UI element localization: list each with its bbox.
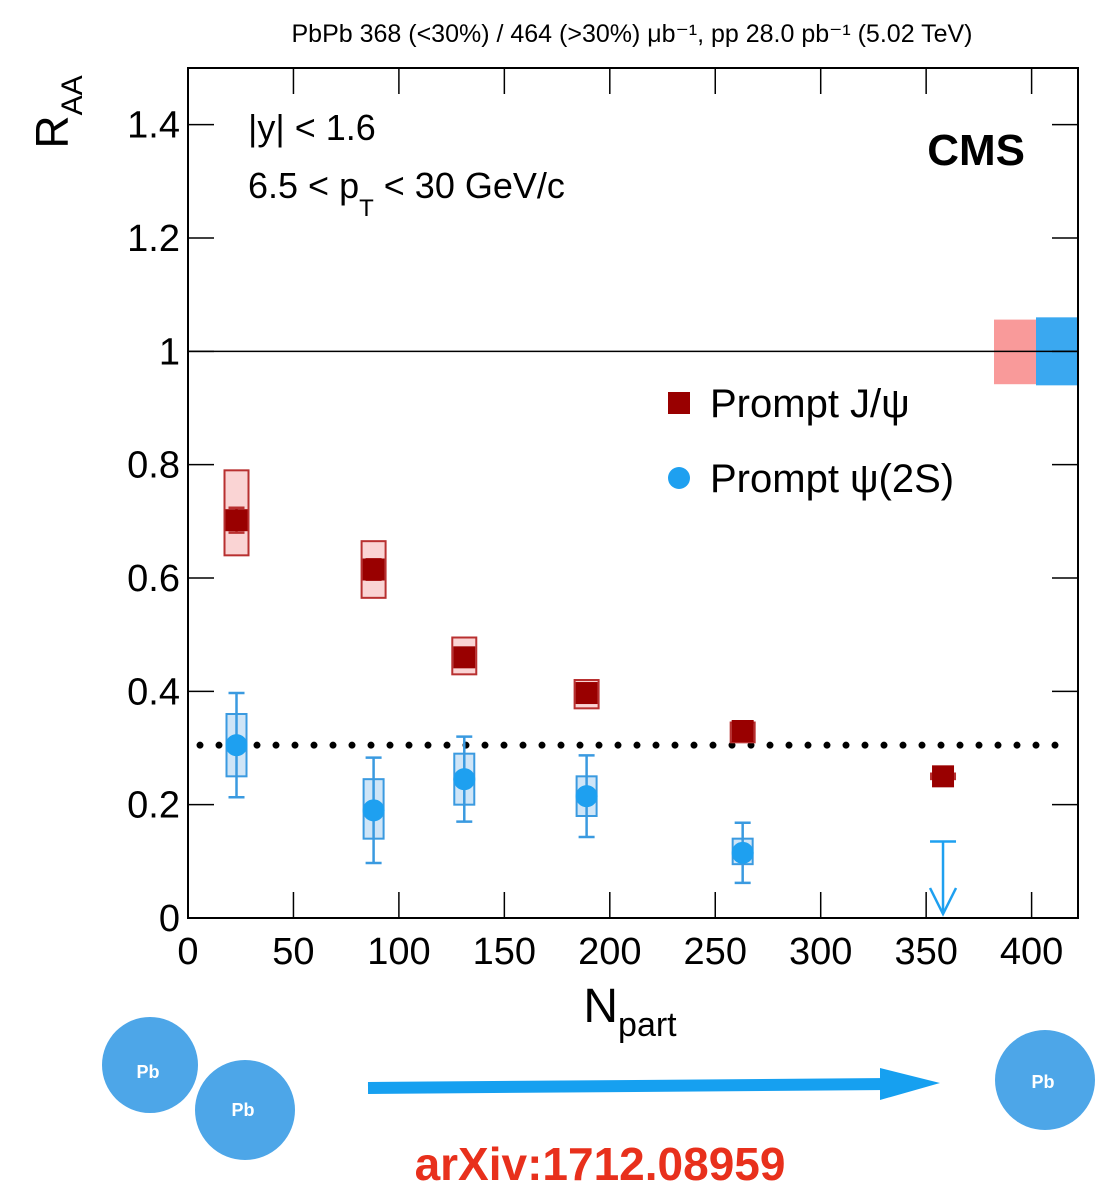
chart-title: PbPb 368 (<30%) / 464 (>30%) μb⁻¹, pp 28… — [291, 20, 972, 48]
pt-tail: < 30 GeV/c — [384, 165, 565, 206]
point — [225, 734, 248, 757]
point — [731, 841, 754, 864]
arrow-head — [880, 1068, 940, 1100]
nucleus — [995, 1030, 1095, 1130]
y-tick-label: 0 — [159, 898, 180, 940]
plot-frame — [187, 67, 1079, 919]
x-tick-label: 0 — [177, 931, 198, 973]
nucleus-label: Pb — [136, 1062, 159, 1082]
x-tick-label: 350 — [894, 931, 957, 973]
reference: arXiv:1712.08959 — [415, 1138, 786, 1190]
y-axis-label: RAA — [26, 75, 89, 148]
legend-label: Prompt J/ψ — [710, 382, 910, 426]
legend-marker — [668, 467, 690, 489]
point — [731, 720, 754, 742]
x-tick-label: 200 — [578, 931, 641, 973]
point — [932, 765, 955, 788]
pt-sub: T — [359, 195, 374, 222]
y-tick-label: 0.2 — [127, 785, 180, 827]
x-tick-label: 50 — [272, 931, 314, 973]
y-label-main: R — [26, 115, 78, 148]
y-label-sub: AA — [56, 75, 89, 115]
point — [575, 682, 598, 705]
point — [453, 646, 476, 669]
nucleus-label: Pb — [1031, 1072, 1054, 1092]
upper-limit-arrow — [928, 887, 958, 917]
y-tick-label: 1 — [159, 331, 180, 373]
x-tick-label: 150 — [473, 931, 536, 973]
legend-label: Prompt ψ(2S) — [710, 457, 954, 501]
nucleus-label: Pb — [231, 1100, 254, 1120]
arrow-shaft — [367, 1078, 891, 1094]
y-tick-label: 0.4 — [127, 671, 180, 713]
x-label-sub: part — [618, 1006, 677, 1044]
y-tick-label: 0.6 — [127, 558, 180, 600]
point — [225, 509, 248, 532]
x-label-main: N — [583, 980, 618, 1033]
point — [453, 768, 476, 791]
pt-text: 6.5 < pT < 30 GeV/c — [248, 165, 565, 222]
x-tick-label: 400 — [1000, 931, 1063, 973]
point — [362, 558, 385, 581]
cms-label: CMS — [927, 126, 1025, 175]
y-tick-label: 0.8 — [127, 445, 180, 487]
x-axis-label: Npart — [583, 980, 677, 1044]
x-tick-label: 100 — [367, 931, 430, 973]
nucleus — [102, 1017, 198, 1113]
nucleus — [191, 1056, 299, 1164]
x-tick-label: 250 — [684, 931, 747, 973]
point — [575, 785, 598, 808]
legend-marker — [668, 392, 690, 414]
y-tick-label: 1.4 — [127, 105, 180, 147]
rapidity-text: |y| < 1.6 — [248, 107, 376, 148]
point — [362, 799, 385, 822]
pt-lead: 6.5 < p — [248, 165, 359, 206]
y-tick-label: 1.2 — [127, 218, 180, 260]
x-tick-label: 300 — [789, 931, 852, 973]
